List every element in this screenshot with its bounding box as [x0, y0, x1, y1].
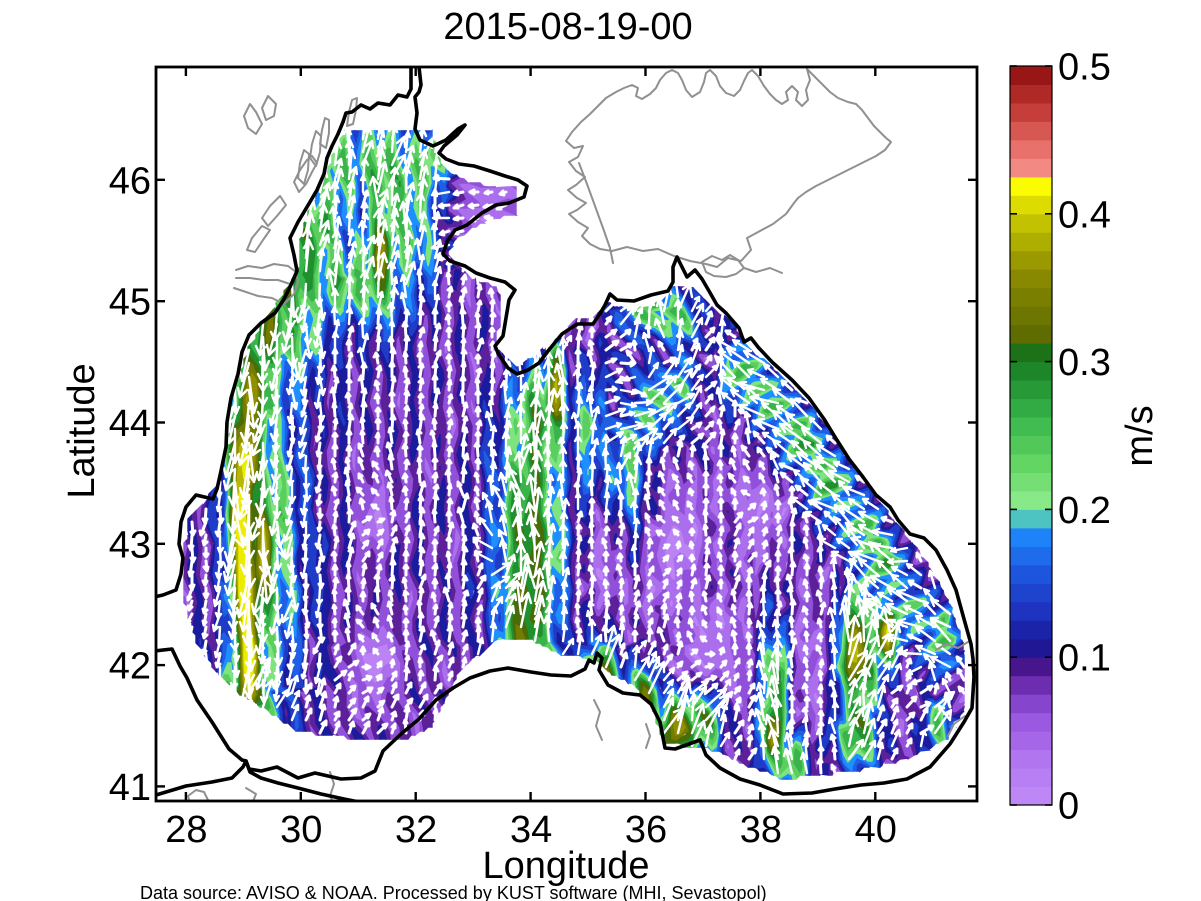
svg-text:34: 34 [510, 809, 552, 851]
svg-text:2015-08-19-00: 2015-08-19-00 [443, 6, 692, 48]
svg-text:36: 36 [625, 809, 667, 851]
svg-text:0.1: 0.1 [1058, 638, 1111, 680]
svg-text:45: 45 [109, 282, 151, 324]
svg-text:42: 42 [109, 646, 151, 688]
svg-text:30: 30 [280, 809, 322, 851]
svg-text:0.5: 0.5 [1058, 47, 1111, 89]
svg-text:46: 46 [109, 160, 151, 202]
svg-text:0.2: 0.2 [1058, 490, 1111, 532]
svg-text:28: 28 [165, 809, 207, 851]
svg-text:Data source: AVISO & NOAA. Pro: Data source: AVISO & NOAA. Processed by … [140, 883, 767, 901]
svg-text:40: 40 [855, 809, 897, 851]
svg-text:44: 44 [109, 403, 151, 445]
svg-text:41: 41 [109, 767, 151, 809]
svg-text:0.4: 0.4 [1058, 194, 1111, 236]
svg-text:0: 0 [1058, 786, 1079, 828]
svg-text:m/s: m/s [1119, 405, 1161, 466]
svg-text:Latitude: Latitude [61, 363, 103, 498]
svg-text:32: 32 [395, 809, 437, 851]
svg-text:0.3: 0.3 [1058, 342, 1111, 384]
svg-text:43: 43 [109, 524, 151, 566]
svg-text:38: 38 [740, 809, 782, 851]
svg-text:Longitude: Longitude [483, 845, 650, 887]
